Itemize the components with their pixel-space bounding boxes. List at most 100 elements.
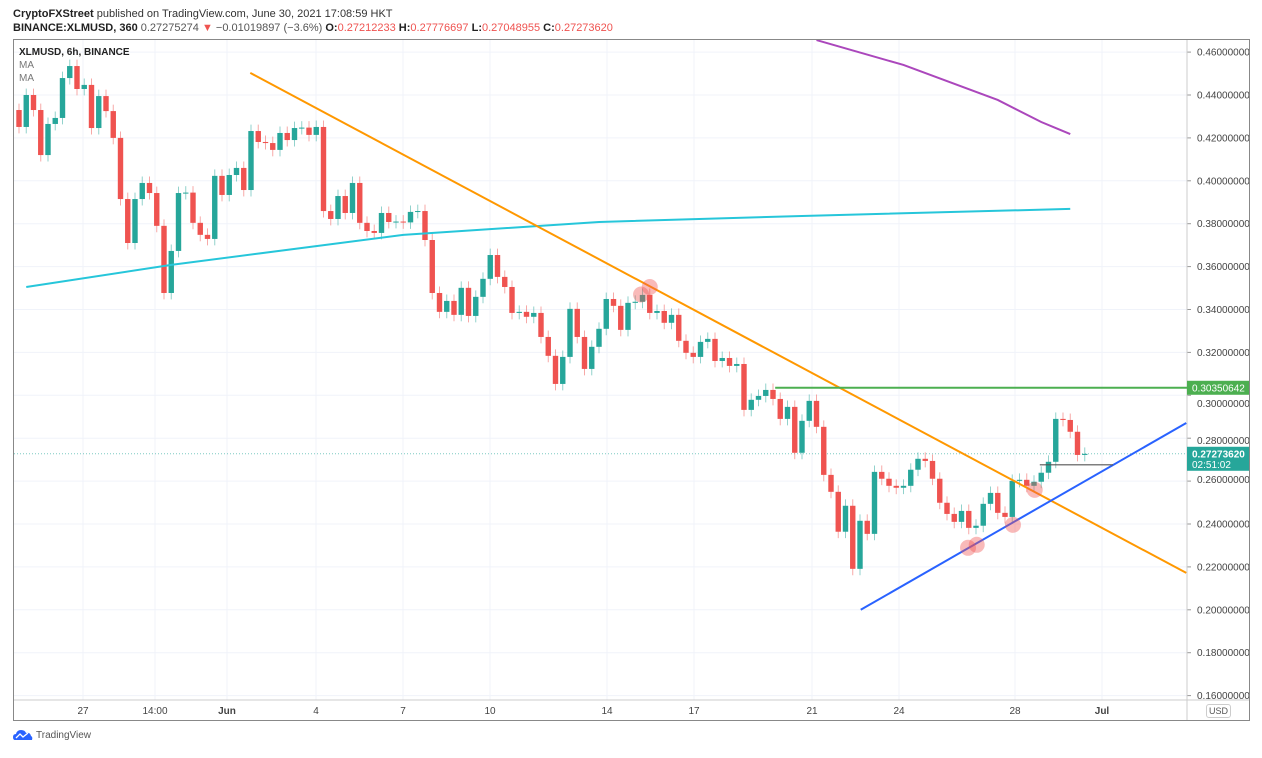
candle-body: [197, 222, 203, 235]
candle-body: [480, 278, 486, 297]
candle: [1024, 473, 1030, 493]
candle-body: [378, 212, 385, 233]
candle-body: [1024, 479, 1030, 486]
candle: [770, 383, 776, 406]
candle-body: [755, 395, 762, 400]
candle-body: [937, 478, 943, 503]
candle-body: [712, 338, 718, 361]
candle: [973, 519, 979, 535]
candle: [183, 186, 189, 200]
candle-body: [81, 84, 87, 89]
candle-body: [451, 300, 457, 315]
candle: [1074, 425, 1081, 462]
candle: [980, 497, 986, 533]
candle-body: [908, 469, 914, 486]
candle-body: [770, 389, 776, 399]
candle-body: [589, 346, 595, 369]
currency-badge[interactable]: USD: [1206, 704, 1232, 718]
y-tick-label: 0.40000000: [1197, 176, 1250, 187]
candle: [516, 305, 522, 320]
candle-body: [74, 66, 80, 89]
candle-body: [784, 406, 791, 419]
candle-body: [661, 311, 667, 323]
candle: [139, 176, 145, 206]
trendline-ascending: [860, 422, 1187, 611]
legend-ma-1[interactable]: MA: [19, 60, 34, 71]
high-value: 0.27776697: [410, 22, 469, 34]
candle-body: [523, 311, 530, 317]
candle-body: [922, 458, 928, 461]
candle: [828, 468, 834, 499]
tradingview-logo[interactable]: TradingView: [13, 729, 91, 741]
candle: [509, 280, 515, 320]
candle-body: [52, 117, 58, 124]
candle: [523, 305, 530, 324]
candle: [204, 228, 211, 246]
candle-body: [560, 356, 566, 384]
candle: [719, 351, 725, 368]
legend-ma-2[interactable]: MA: [19, 73, 34, 84]
x-tick-label: 7: [400, 706, 406, 717]
candle: [531, 306, 537, 324]
candle-body: [973, 525, 979, 528]
x-tick-label: 24: [893, 706, 905, 717]
candle-body: [59, 78, 66, 118]
moving-average-fast: [26, 207, 1071, 288]
candle-body: [581, 336, 588, 369]
candle: [255, 124, 261, 149]
candle-body: [407, 211, 414, 223]
candle-body: [958, 510, 965, 522]
candle: [422, 204, 428, 247]
candle: [755, 389, 762, 407]
candle: [219, 169, 225, 202]
candle: [995, 486, 1001, 520]
y-tick-label: 0.18000000: [1197, 648, 1250, 659]
candle-body: [291, 128, 298, 141]
candle: [893, 479, 899, 495]
y-tick-label: 0.26000000: [1197, 475, 1250, 486]
candle: [1060, 412, 1066, 427]
candle: [328, 204, 334, 226]
candle: [661, 304, 667, 330]
candle-body: [313, 126, 319, 135]
candle: [400, 215, 406, 229]
candle-body: [719, 357, 725, 361]
last-price-label-bg: [1187, 446, 1249, 471]
candle: [154, 186, 160, 233]
candle-body: [262, 141, 269, 144]
y-tick-label: 0.44000000: [1197, 91, 1250, 102]
candle: [610, 292, 617, 313]
bar-countdown-label: 02:51:02: [1192, 460, 1231, 471]
y-tick-label: 0.46000000: [1197, 48, 1250, 59]
candle-body: [154, 193, 160, 226]
candle-body: [1074, 431, 1081, 455]
moving-average-slow: [816, 39, 1071, 135]
candle: [444, 294, 450, 319]
candle: [639, 288, 646, 309]
candle: [821, 420, 827, 482]
candle-body: [349, 182, 356, 213]
candle-body: [763, 389, 769, 396]
candle-body: [871, 471, 878, 534]
candle-body: [596, 328, 602, 347]
candle: [67, 59, 73, 85]
candle-body: [248, 131, 254, 191]
candle-body: [233, 167, 240, 176]
candle-body: [567, 308, 573, 357]
candle-body: [538, 312, 544, 337]
candle-body: [284, 132, 290, 141]
candle: [915, 452, 921, 477]
candle: [357, 176, 363, 230]
candle: [429, 233, 435, 300]
candle: [190, 186, 196, 230]
candle: [335, 189, 341, 226]
resistance-price-label: 0.30350642: [1192, 383, 1245, 394]
candle-body: [335, 196, 341, 219]
x-tick-label: 28: [1009, 706, 1021, 717]
candle-body: [125, 199, 131, 244]
candle: [734, 357, 740, 373]
candle-body: [502, 276, 508, 287]
candle: [342, 189, 348, 220]
candle-body: [516, 311, 522, 313]
